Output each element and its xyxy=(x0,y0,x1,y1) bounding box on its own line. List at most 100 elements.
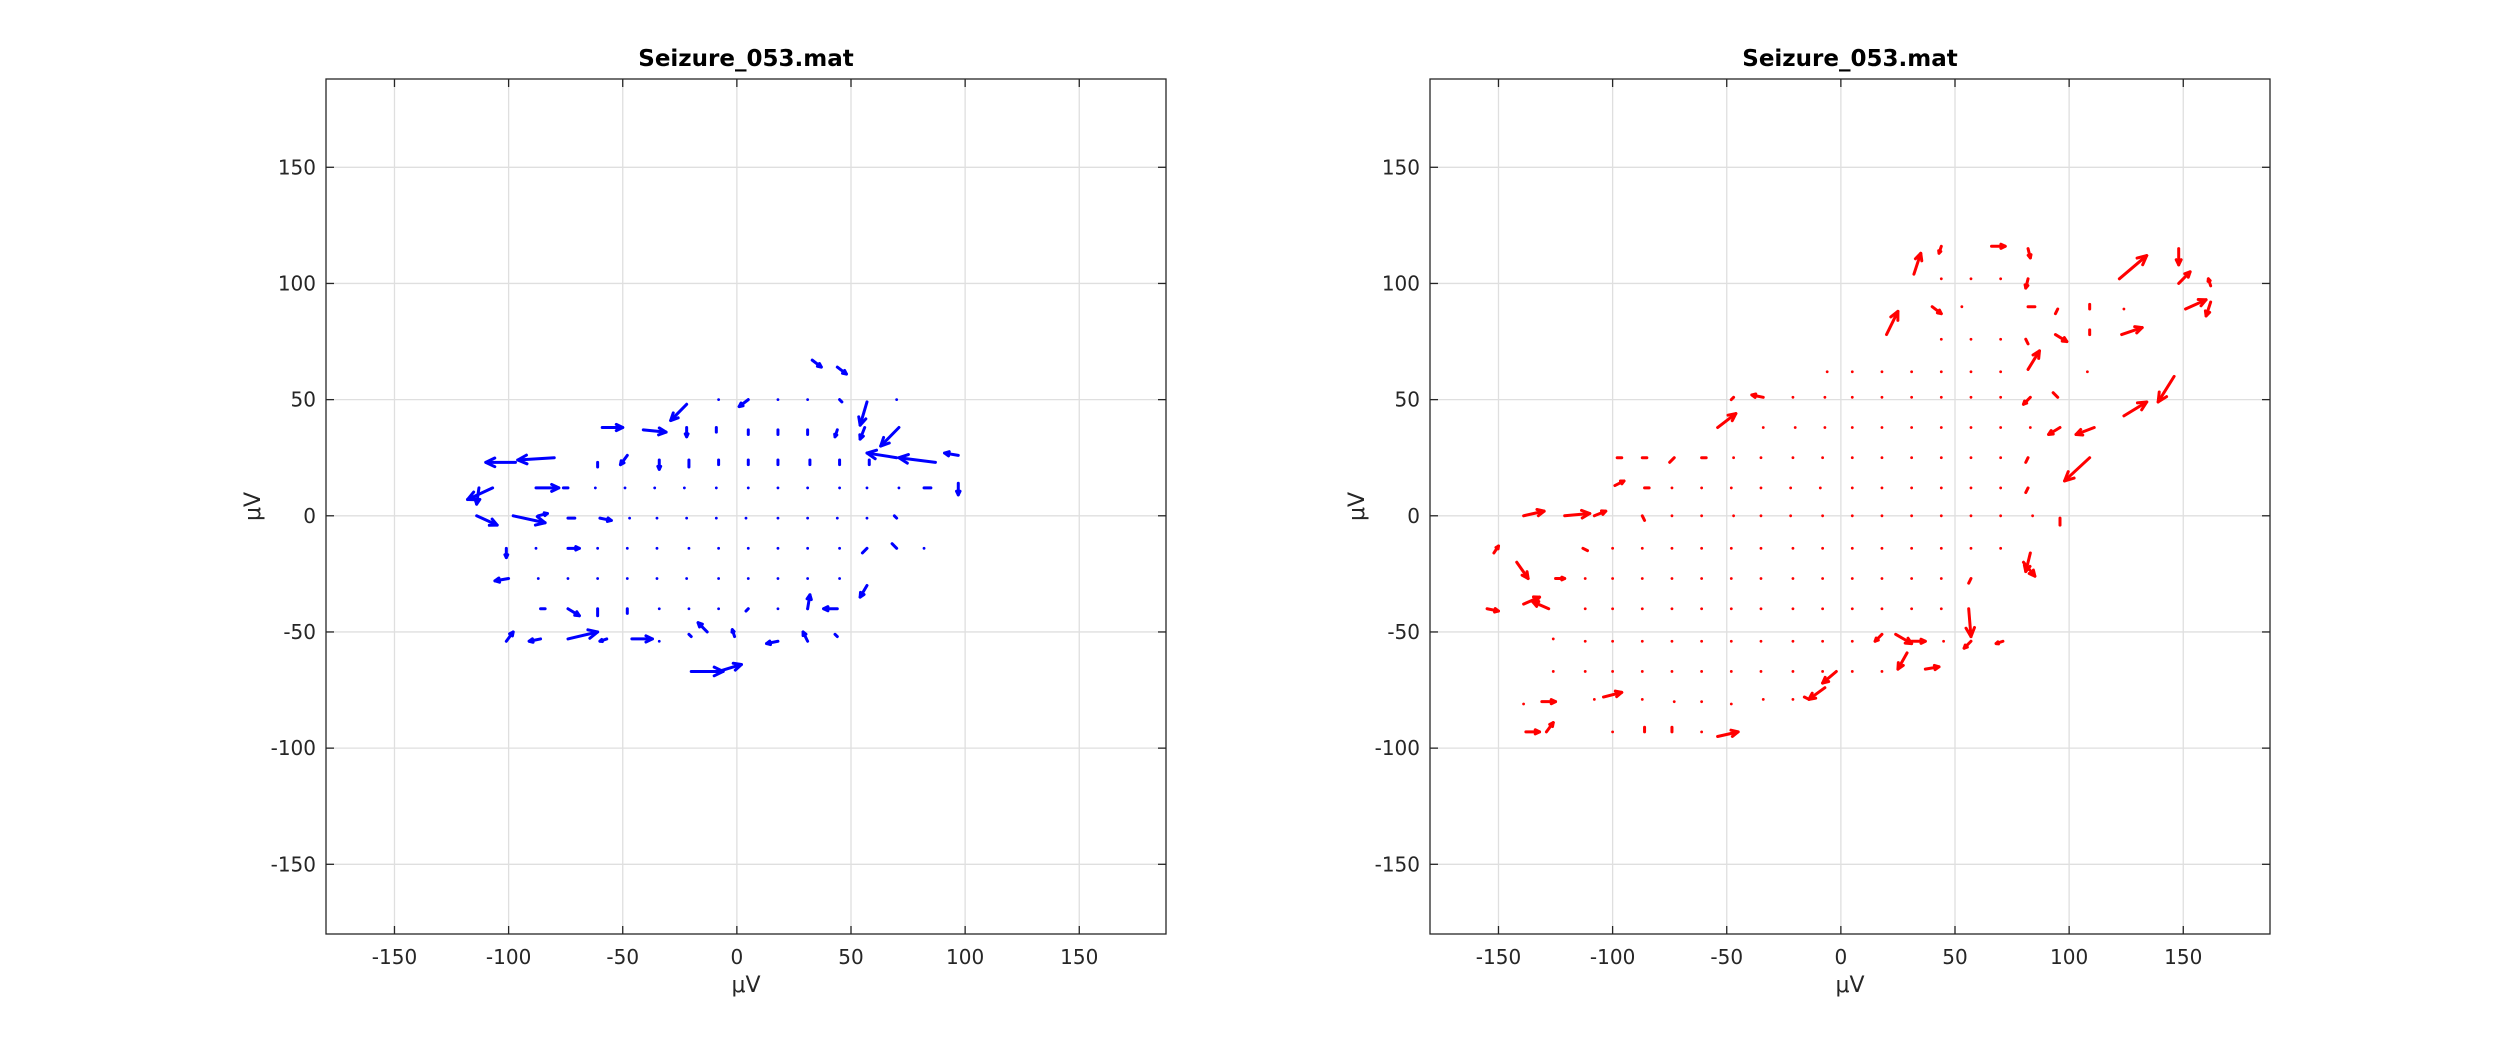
quiver-arrow xyxy=(2156,374,2176,404)
x-axis-label: μV xyxy=(1835,973,1864,998)
x-tick-label: 100 xyxy=(946,945,984,969)
quiver-arrow xyxy=(1850,395,1854,399)
chart-title: Seizure_053.mat xyxy=(638,46,853,72)
quiver-arrow xyxy=(1791,697,1795,701)
quiver-arrow xyxy=(696,621,709,634)
quiver-arrow xyxy=(1910,456,1914,460)
quiver-arrow xyxy=(746,577,750,580)
quiver-arrow xyxy=(1821,456,1825,460)
quiver-arrow xyxy=(2177,270,2192,285)
quiver-arrow xyxy=(1939,607,1943,611)
quiver-arrow xyxy=(717,661,743,673)
quiver-arrow xyxy=(493,576,511,584)
quiver-arrow xyxy=(598,637,609,644)
quiver-arrow xyxy=(1880,370,1884,374)
y-tick-label: 0 xyxy=(303,504,316,528)
quiver-arrow xyxy=(1999,277,2003,281)
quiver-arrow xyxy=(1969,456,1973,460)
quiver-arrow xyxy=(1672,700,1676,704)
quiver-arrow xyxy=(534,546,538,550)
quiver-arrow xyxy=(566,577,570,580)
quiver-arrow xyxy=(1850,456,1854,460)
y-tick-label: -100 xyxy=(1375,736,1420,760)
quiver-arrow xyxy=(566,628,600,641)
quiver-arrow xyxy=(1583,577,1587,580)
quiver-arrow xyxy=(596,577,600,580)
quiver-arrow xyxy=(1850,486,1854,490)
quiver-arrow xyxy=(1930,305,1943,316)
quiver-arrow xyxy=(1880,577,1884,580)
quiver-arrow xyxy=(1939,426,1943,429)
x-axis-label: μV xyxy=(731,973,760,998)
quiver-arrow xyxy=(860,546,869,555)
quiver-arrow xyxy=(653,486,657,490)
quiver-arrow xyxy=(596,546,600,550)
quiver-arrow xyxy=(536,577,540,580)
quiver-arrow xyxy=(1910,607,1914,611)
quiver-arrow xyxy=(2122,307,2126,311)
quiver-arrow xyxy=(1967,577,1973,585)
quiver-arrow xyxy=(806,546,810,550)
quiver-arrow xyxy=(1759,514,1763,518)
quiver-arrow xyxy=(1791,607,1795,611)
quiver-arrow xyxy=(566,545,581,552)
x-tick-label: -150 xyxy=(1476,945,1521,969)
quiver-arrow xyxy=(1640,639,1644,643)
right-axes: -150 -100 -50 0 50 100 150 -150 -100 -50 0 50 100 150… xyxy=(1345,46,2271,998)
quiver-arrow xyxy=(776,398,780,402)
quiver-arrow xyxy=(879,426,901,448)
quiver-arrow xyxy=(746,546,750,550)
quiver-arrow xyxy=(1910,426,1914,429)
y-axis-label: μV xyxy=(241,492,266,521)
quiver-arrow xyxy=(838,486,841,490)
quiver-arrow xyxy=(1601,689,1624,699)
quiver-arrow xyxy=(1729,546,1733,550)
quiver-arrow xyxy=(1700,730,1704,734)
quiver-arrow xyxy=(600,422,625,433)
quiver-arrow xyxy=(1583,607,1587,611)
quiver-arrow xyxy=(1937,244,1943,255)
quiver-arrow xyxy=(1990,242,2007,250)
quiver-arrow xyxy=(2047,426,2062,436)
quiver-arrow xyxy=(776,516,780,520)
x-tick-label: -150 xyxy=(372,945,417,969)
y-tick-label: -100 xyxy=(271,736,316,760)
quiver-arrow xyxy=(1850,370,1854,374)
quiver-arrow xyxy=(1821,514,1825,518)
quiver-arrow xyxy=(1821,639,1825,643)
quiver-arrow xyxy=(858,583,869,599)
quiver-arrow xyxy=(1969,370,1973,374)
quiver-arrow xyxy=(1880,426,1884,429)
quiver-arrow xyxy=(475,514,499,527)
quiver-arrow xyxy=(955,481,962,497)
quiver-arrow xyxy=(1880,456,1884,460)
quiver-arrow xyxy=(1994,639,2005,646)
quiver-arrow xyxy=(737,398,750,409)
quiver-arrow xyxy=(1964,607,1977,639)
x-tick-label: -50 xyxy=(1710,945,1743,969)
quiver-arrow xyxy=(897,486,901,490)
quiver-arrow xyxy=(714,516,718,520)
quiver-arrow xyxy=(2117,254,2149,281)
quiver-arrow xyxy=(746,486,750,490)
quiver-arrow xyxy=(1668,456,1676,464)
quiver-arrow xyxy=(2031,514,2035,518)
quiver-arrow xyxy=(2024,337,2030,346)
quiver-arrow xyxy=(2021,560,2037,578)
quiver-arrow xyxy=(503,546,510,560)
quiver-arrow xyxy=(838,546,841,550)
left-axes: -150 -100 -50 0 50 100 150 -150 -100 -50 0 50 100 150… xyxy=(241,46,1167,998)
quiver-arrow xyxy=(1910,395,1914,399)
quiver-arrow xyxy=(1592,697,1596,701)
quiver-arrow xyxy=(1729,607,1733,611)
quiver-arrow xyxy=(1729,486,1733,490)
quiver-arrow xyxy=(484,456,517,469)
quiver-arrow xyxy=(1912,251,1924,276)
quiver-arrow xyxy=(717,577,721,580)
quiver-arrow xyxy=(2021,395,2032,406)
quiver-arrow xyxy=(714,486,718,490)
quiver-arrow xyxy=(1999,395,2003,399)
quiver-arrow xyxy=(838,577,841,580)
quiver-arrow xyxy=(806,516,810,520)
